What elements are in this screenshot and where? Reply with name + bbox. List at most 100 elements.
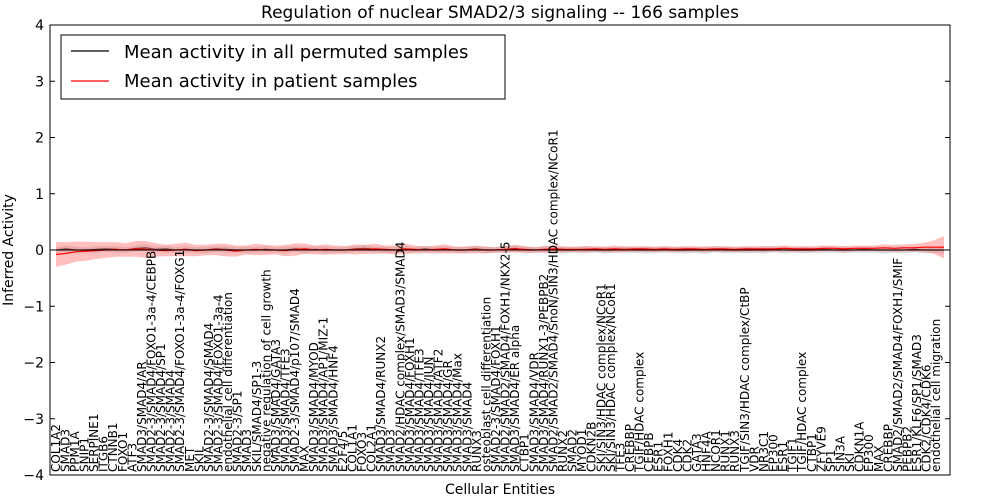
y-tick-label: 3 xyxy=(35,74,44,90)
category-label: MAX xyxy=(298,445,312,472)
category-label: GATA3 xyxy=(690,433,704,472)
category-label: ZFYVE9 xyxy=(814,426,828,472)
category-label: RUNX3 xyxy=(470,430,484,472)
category-label: SMAD3 xyxy=(240,429,254,472)
category-label: EP300 xyxy=(767,434,781,472)
category-label: SMAD2-3/SMAD4/FOXO1-3a-4 xyxy=(212,294,226,472)
category-label: SKIL/SMAD4/SP1-3 xyxy=(250,361,264,472)
category-label: EP300 xyxy=(862,434,876,472)
category-label: SMAD3/SMAD4/FOXH1 xyxy=(403,337,417,472)
x-axis-label: Cellular Entities xyxy=(445,482,555,498)
category-label: CEBPB xyxy=(642,432,656,472)
series-band-1 xyxy=(56,235,944,267)
category-label: endothelial cell differentiation xyxy=(221,292,235,472)
category-label: SMAD3/SMAD4/ATF2 xyxy=(432,349,446,472)
category-label: TGIF1 xyxy=(786,437,800,473)
legend-label-patient: Mean activity in patient samples xyxy=(124,71,418,92)
category-label: SMAD3 xyxy=(58,429,72,472)
legend: Mean activity in all permuted samples Me… xyxy=(60,34,506,100)
category-label: FOXO3 xyxy=(355,432,369,472)
category-label: CREBBP xyxy=(881,424,895,472)
category-label: ESR1/KLF6/SP1/SMAD3 xyxy=(910,334,924,472)
category-label: CDK4 xyxy=(671,439,685,472)
y-tick-label: −3 xyxy=(23,412,44,428)
category-label: SKI xyxy=(843,453,857,472)
category-label: NCOR1 xyxy=(709,429,723,472)
category-label: SMAD3/SMAD4/VDR xyxy=(527,352,541,472)
category-label: E2F4/5 xyxy=(336,431,350,472)
category-label: COL1A1 xyxy=(346,424,360,472)
category-label: TFE3 xyxy=(613,443,627,473)
category-label: TGIF/HDAC complex xyxy=(795,352,809,473)
y-tick-label: 2 xyxy=(35,131,44,147)
legend-frame xyxy=(60,34,506,100)
category-label: TGIF/HDAC complex xyxy=(633,352,647,473)
category-label: CDKN2B xyxy=(585,422,599,472)
category-label: ITGB6 xyxy=(97,436,111,472)
category-label: SMAD2-3/SMAD4/SP1 xyxy=(154,343,168,472)
category-label: negative regulation of cell growth xyxy=(259,269,273,472)
category-label: SKI/SIN3/HDAC complex/NCoR1 xyxy=(594,283,608,472)
category-label: SKI/SIN3/HDAC complex/NCoR1 xyxy=(604,283,618,472)
category-label: SMAD3/SMAD4/RUNX2 xyxy=(374,336,388,472)
chart-title: Regulation of nuclear SMAD2/3 signaling … xyxy=(261,3,739,23)
category-label: CDK2 xyxy=(680,439,694,472)
category-labels: COL1A2SMAD3PPM1ASNIP1SERPINE1ITGB6CTNNB1… xyxy=(49,130,943,474)
category-label: SIN3A xyxy=(834,435,848,472)
legend-label-permuted: Mean activity in all permuted samples xyxy=(124,42,468,63)
category-label: MET xyxy=(183,446,197,472)
category-label: RUNX3 xyxy=(728,430,742,472)
category-label: CTBP1 xyxy=(518,433,532,472)
category-label: CTNNB1 xyxy=(106,422,120,472)
category-label: PEBPB2 xyxy=(901,426,915,472)
category-label: CDKN1A xyxy=(853,421,867,472)
category-label: CREBBP xyxy=(623,424,637,472)
category-label: SMAD2/SMAD2/SMAD4/FOXH1/SMIF xyxy=(891,258,905,472)
category-label: PPM1A xyxy=(68,431,82,472)
category-label: ESR1 xyxy=(776,441,790,472)
category-label: CTBP1 xyxy=(805,433,819,472)
category-label: FOXO1 xyxy=(116,432,130,472)
category-label: SKIL xyxy=(192,446,206,472)
category-label: osteoblast cell differentiation xyxy=(479,297,493,472)
category-label: NR3C1 xyxy=(757,431,771,472)
category-label: MYOD1 xyxy=(575,429,589,472)
y-tick-label: 4 xyxy=(35,18,44,34)
category-label: endothelial cell migration xyxy=(929,319,943,472)
y-tick-label: 1 xyxy=(35,187,44,203)
category-label: SMAD2-3/SMAD4/p107/SMAD4 xyxy=(288,288,302,472)
category-label: CDK2/CDK4/CDK6 xyxy=(920,365,934,472)
category-label: SMAD3/SMAD4/RUNX1-3/PEBPB2 xyxy=(537,274,551,472)
axes: −4 −3 −2 −1 0 1 2 3 4 xyxy=(23,18,951,484)
category-label: HNF4A xyxy=(700,430,714,472)
category-label: SMAD2/SMAD2/SMAD4/SnoN/SIN3/HDAC complex… xyxy=(546,130,560,473)
y-tick-label: 0 xyxy=(35,243,44,259)
category-label: SMAD3/SMAD4/Max xyxy=(451,353,465,472)
category-label: FOXH1 xyxy=(661,432,675,472)
category-label: SMAD2-3/SMAD4/SMAD4 xyxy=(202,323,216,472)
category-label: MAX xyxy=(872,445,886,472)
category-label: SMAD3/SMAD4 xyxy=(460,382,474,472)
category-label: RUNX1 xyxy=(719,430,733,472)
category-label: SMAD3/SMAD4/GATA3 xyxy=(269,339,283,472)
y-tick-label: −1 xyxy=(23,299,44,315)
category-label: COL1A2 xyxy=(49,424,63,472)
category-label: ATF3 xyxy=(125,443,139,472)
category-label: SMAD3/SMAD4/TFE3 xyxy=(412,348,426,472)
category-label: SMAD2/SMAD2/SMAD4/FOXH1/NKX2-5 xyxy=(499,242,513,472)
category-label: SMAD3/SMAD4/MYOD xyxy=(307,342,321,472)
category-label: SMAD2 xyxy=(566,429,580,472)
category-label: TGIF/SIN3/HDAC complex/CtBP xyxy=(738,287,752,473)
category-label: SMAD3 xyxy=(384,429,398,472)
category-label: SNIP1 xyxy=(78,437,92,472)
category-label: VDR xyxy=(747,446,761,472)
category-label: SMAD2-3/SP1 xyxy=(231,390,245,472)
category-label: SMAD3/SMAD4/AR xyxy=(135,361,149,472)
y-tick-label: −2 xyxy=(23,356,44,372)
category-label: SMAD2/HDAC complex/SMAD3/SMAD4 xyxy=(393,242,407,472)
category-label: SMAD2-3/SMAD4/FOXO1-3a-4/FOXG1 xyxy=(173,250,187,472)
category-label: SMAD3/SMAD4/JUN xyxy=(422,357,436,473)
category-label: SMAD3/SMAD4/HNF4 xyxy=(326,345,340,472)
category-label: SMAD2-3/SMAD4/FOXH1 xyxy=(489,325,503,472)
category-label: RUNX2 xyxy=(556,430,570,472)
